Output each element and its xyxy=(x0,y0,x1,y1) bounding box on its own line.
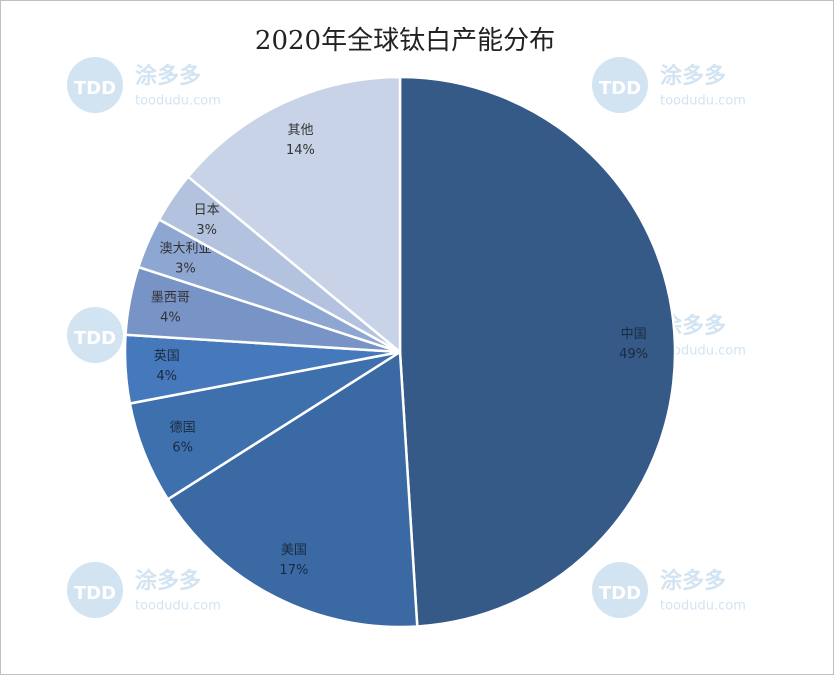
value-label: 3% xyxy=(196,223,217,238)
watermark-logo-bg xyxy=(592,57,648,113)
value-label: 3% xyxy=(175,262,196,277)
slice-label: 日本 xyxy=(194,203,220,218)
watermark-url: toodudu.com xyxy=(135,94,221,109)
value-label: 6% xyxy=(172,441,193,456)
slice-label: 澳大利亚 xyxy=(159,241,211,257)
watermark: TDD 涂多多 toodudu.com xyxy=(67,562,221,618)
slice-label: 英国 xyxy=(154,349,180,364)
watermark: TDD 涂多多 toodudu.com xyxy=(592,562,746,618)
value-label: 17% xyxy=(279,563,308,578)
chart-title: 2020年全球钛白产能分布 xyxy=(255,26,555,56)
slice-label: 中国 xyxy=(621,327,647,342)
slice-label: 墨西哥 xyxy=(151,291,190,306)
slice-label: 德国 xyxy=(170,421,196,436)
value-label: 4% xyxy=(160,311,181,326)
watermark-logo: TDD xyxy=(599,583,641,604)
watermark-logo-bg xyxy=(67,307,123,363)
watermark: TDD 涂多多 toodudu.com xyxy=(67,57,221,113)
watermark-logo-bg xyxy=(592,562,648,618)
value-label: 4% xyxy=(156,369,177,384)
slice-label: 美国 xyxy=(281,543,307,558)
watermark-url: toodudu.com xyxy=(135,599,221,614)
watermark-name: 涂多多 xyxy=(135,568,201,594)
pie-slice xyxy=(166,349,419,629)
pie-slice xyxy=(398,75,677,628)
pie: 中国 49% 美国 17% 德国 6% 英国 4% 墨西哥 4% 澳大利亚 3% 日本 3% 其他 14% xyxy=(123,75,677,629)
watermark-name: 涂多多 xyxy=(135,63,201,89)
watermark-logo: TDD xyxy=(599,78,641,99)
watermark-name: 涂多多 xyxy=(660,568,726,594)
value-label: 49% xyxy=(619,347,648,362)
watermark-name: 涂多多 xyxy=(660,63,726,89)
watermark-url: toodudu.com xyxy=(660,599,746,614)
watermarks: TDD 涂多多 toodudu.com TDD 涂多多 toodudu.com TDD 涂多多… xyxy=(67,57,746,618)
watermark-logo: TDD xyxy=(74,583,116,604)
watermark-url: toodudu.com xyxy=(660,344,746,359)
watermark-url: toodudu.com xyxy=(660,94,746,109)
pie-slice xyxy=(186,75,402,355)
watermark-logo-bg xyxy=(67,562,123,618)
watermark-logo-bg xyxy=(67,57,123,113)
value-label: 14% xyxy=(286,143,315,158)
watermark-logo: TDD xyxy=(74,328,116,349)
watermark: TDD 涂多多 toodudu.com xyxy=(592,57,746,113)
slice-label: 其他 xyxy=(287,123,313,138)
watermark-logo: TDD xyxy=(74,78,116,99)
